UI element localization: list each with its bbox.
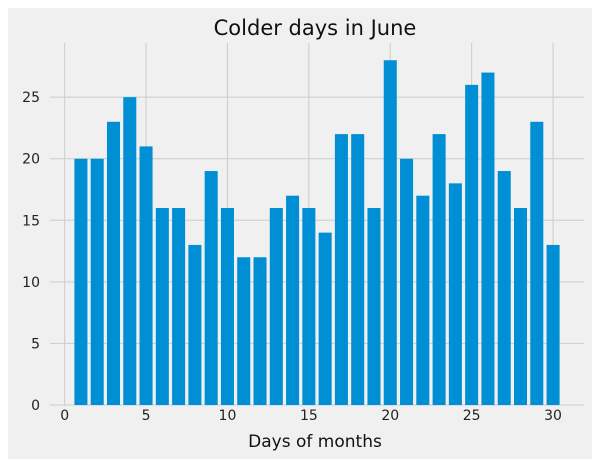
y-tick-label: 10 xyxy=(22,275,40,291)
bar xyxy=(546,244,560,405)
bar xyxy=(139,146,153,405)
bar xyxy=(220,207,234,405)
bar xyxy=(367,207,381,405)
bar xyxy=(188,244,202,405)
bar xyxy=(400,158,414,405)
bar xyxy=(530,121,544,405)
bar xyxy=(416,195,430,405)
y-tick-label: 15 xyxy=(22,213,40,229)
bar xyxy=(74,158,88,405)
bar xyxy=(155,207,169,405)
bar-series xyxy=(74,60,560,405)
figure-background xyxy=(8,8,592,459)
y-tick-label: 25 xyxy=(22,90,40,106)
bar xyxy=(448,183,462,405)
x-tick-label: 25 xyxy=(463,408,481,424)
chart-title: Colder days in June xyxy=(214,16,417,40)
bar xyxy=(204,171,218,405)
bar xyxy=(269,207,283,405)
bar xyxy=(465,84,479,405)
bar xyxy=(432,134,446,405)
bar xyxy=(351,134,365,405)
y-axis-ticks: 0 5 10 15 20 25 xyxy=(22,90,40,414)
bar xyxy=(106,121,121,405)
x-tick-label: 15 xyxy=(300,408,318,424)
bar xyxy=(383,60,397,405)
bar xyxy=(123,97,137,405)
bar xyxy=(286,195,300,405)
bar xyxy=(90,158,104,405)
x-tick-label: 0 xyxy=(60,408,69,424)
bar xyxy=(334,134,348,405)
x-tick-label: 20 xyxy=(381,408,399,424)
y-tick-label: 20 xyxy=(22,152,40,168)
x-axis-ticks: 0 5 10 15 20 25 30 xyxy=(60,408,562,424)
x-tick-label: 10 xyxy=(219,408,237,424)
y-tick-label: 5 xyxy=(31,336,40,352)
x-tick-label: 5 xyxy=(142,408,151,424)
x-tick-label: 30 xyxy=(544,408,562,424)
bar xyxy=(302,207,316,405)
bar xyxy=(513,207,528,405)
bar xyxy=(497,171,511,405)
bar xyxy=(481,72,495,405)
y-tick-label: 0 xyxy=(31,398,40,414)
bar xyxy=(318,232,332,405)
bar xyxy=(253,257,267,405)
x-axis-label: Days of months xyxy=(248,432,382,452)
bar xyxy=(172,207,186,405)
bar xyxy=(237,257,251,405)
